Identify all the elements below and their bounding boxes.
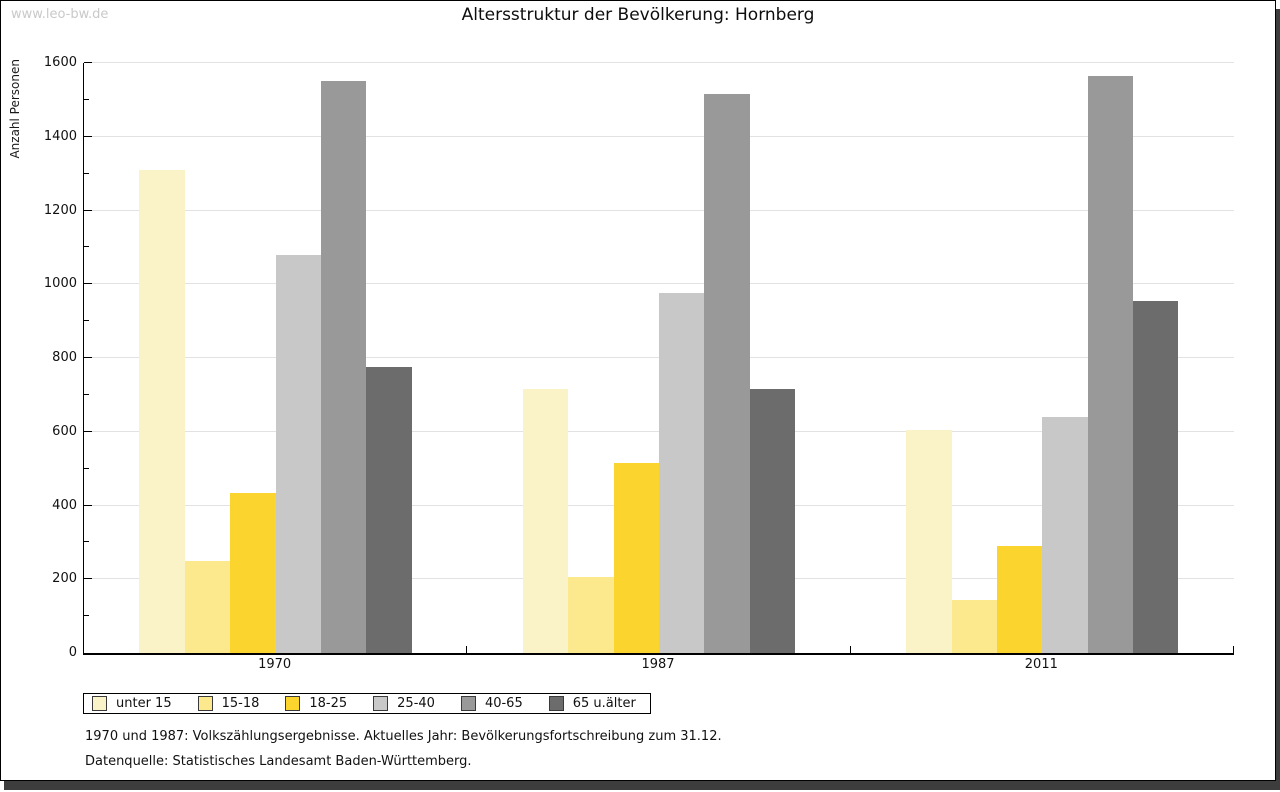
y-tick-600 [84, 430, 92, 432]
y-tick-800 [84, 357, 92, 358]
x-category-label-1987: 1987 [641, 657, 675, 672]
y-minor-tick-1300 [84, 172, 89, 174]
y-tick-label-1200: 1200 [43, 202, 77, 218]
x-category-label-1970: 1970 [258, 657, 292, 672]
bar-1987-25-40 [658, 293, 705, 653]
bar-group-2011 [851, 63, 1234, 653]
legend-label: 18-25 [309, 696, 348, 711]
legend-item-65-u-lter: 65 u.älter [548, 696, 636, 711]
legend-label: 40-65 [484, 696, 523, 711]
chart-title: Altersstruktur der Bevölkerung: Hornberg [461, 5, 815, 25]
legend-label: 15-18 [221, 696, 260, 711]
y-minor-tick-300 [84, 541, 89, 543]
y-tick-label-600: 600 [52, 423, 77, 439]
y-tick-label-0: 0 [68, 645, 77, 660]
legend-label: unter 15 [116, 696, 172, 711]
y-tick-label-1400: 1400 [43, 128, 77, 144]
x-tick-1 [466, 646, 468, 653]
y-tick-label-1600: 1600 [43, 55, 77, 70]
legend-item-40-65: 40-65 [460, 696, 523, 711]
gridline-1000 [84, 283, 1234, 285]
bar-2011-65-u-lter [1133, 300, 1179, 653]
legend-label: 25-40 [397, 696, 435, 711]
bar-2011-unter-15 [906, 429, 952, 653]
footnote-data-source: Datenquelle: Statistisches Landesamt Bad… [85, 754, 472, 769]
legend-item-unter-15: unter 15 [92, 696, 172, 711]
y-minor-tick-900 [84, 320, 89, 322]
bar-2011-40-65 [1087, 75, 1134, 653]
bar-2011-15-18 [951, 599, 997, 653]
footnote-source-note: 1970 und 1987: Volkszählungsergebnisse. … [85, 729, 722, 744]
x-tick-3 [1233, 646, 1234, 653]
x-category-label-2011: 2011 [1024, 657, 1058, 672]
y-minor-tick-1500 [84, 98, 89, 100]
bar-1970-18-25 [230, 492, 276, 653]
bar-1970-25-40 [275, 254, 322, 653]
y-tick-label-1000: 1000 [43, 276, 77, 292]
bar-group-1970 [84, 63, 467, 653]
x-tick-2 [849, 646, 851, 653]
y-minor-tick-500 [84, 467, 89, 469]
legend-label: 65 u.älter [572, 696, 636, 711]
bar-1970-15-18 [184, 560, 231, 653]
bar-1987-40-65 [704, 94, 750, 653]
bar-1970-40-65 [321, 81, 367, 653]
bar-1987-65-u-lter [749, 389, 796, 653]
bar-1970-65-u-lter [366, 367, 412, 653]
y-tick-400 [84, 504, 92, 506]
y-tick-1200 [84, 209, 92, 211]
gridline-1600 [84, 62, 1234, 63]
legend-item-25-40: 25-40 [373, 696, 435, 711]
legend-item-15-18: 15-18 [197, 696, 260, 711]
legend-swatch-15-18 [197, 696, 213, 711]
gridline-1200 [84, 209, 1234, 211]
y-minor-tick-1100 [84, 246, 89, 248]
legend-swatch-unter-15 [92, 696, 107, 711]
y-tick-label-200: 200 [52, 571, 77, 587]
y-minor-tick-700 [84, 393, 89, 395]
y-tick-label-800: 800 [52, 350, 77, 365]
legend-swatch-18-25 [285, 696, 301, 711]
legend: unter 15 15-18 18-25 25-40 40-65 65 u.älter [83, 693, 651, 714]
bar-group-1987 [467, 63, 850, 653]
watermark: www.leo-bw.de [11, 7, 109, 22]
gridline-1400 [84, 135, 1234, 137]
legend-item-18-25: 18-25 [285, 696, 347, 711]
plot-area [83, 62, 1234, 655]
y-tick-1600 [84, 62, 92, 63]
y-axis-tick-labels: 0 200 400 600 800 1000 1200 1400 1600 [1, 1, 77, 792]
legend-swatch-40-65 [460, 696, 476, 711]
bar-1987-15-18 [568, 577, 614, 653]
y-tick-1400 [84, 135, 92, 137]
bar-2011-18-25 [996, 546, 1043, 653]
bar-1987-unter-15 [522, 389, 569, 653]
bar-1970-unter-15 [139, 169, 185, 653]
legend-swatch-65-u-lter [548, 696, 564, 711]
y-tick-200 [84, 578, 92, 580]
y-tick-1000 [84, 283, 92, 285]
y-tick-label-400: 400 [52, 497, 77, 513]
legend-swatch-25-40 [373, 696, 389, 711]
bar-2011-25-40 [1042, 417, 1088, 653]
y-minor-tick-100 [84, 615, 89, 617]
bar-1987-18-25 [613, 463, 659, 653]
